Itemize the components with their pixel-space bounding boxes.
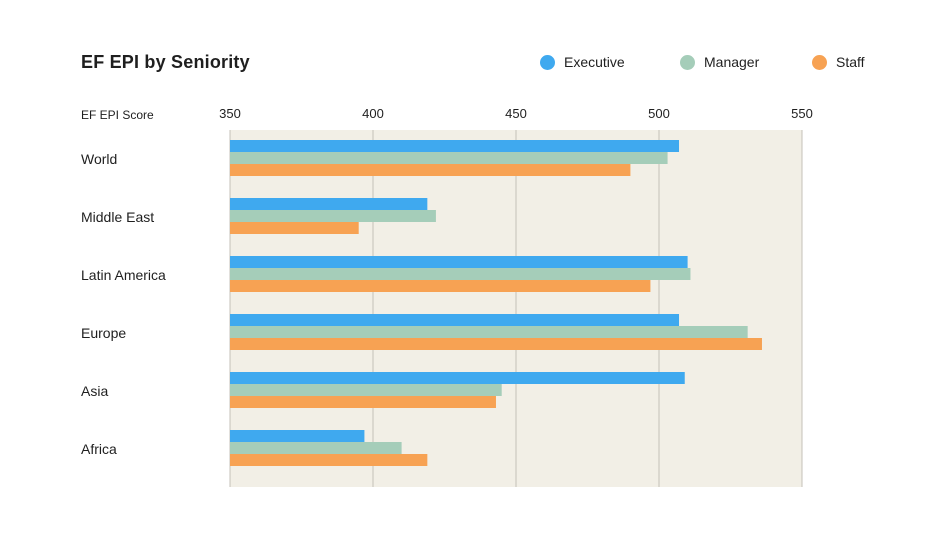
- bar-staff: [230, 338, 762, 350]
- bar-staff: [230, 396, 496, 408]
- category-label: World: [81, 151, 117, 167]
- bar-executive: [230, 256, 688, 268]
- category-label: Europe: [81, 325, 126, 341]
- bar-manager: [230, 326, 748, 338]
- legend-item-staff: Staff: [812, 54, 865, 70]
- legend-swatch: [812, 54, 827, 70]
- x-tick-label: 550: [791, 106, 813, 121]
- x-tick-label: 500: [648, 106, 670, 121]
- bar-staff: [230, 222, 359, 234]
- chart-title: EF EPI by Seniority: [81, 52, 250, 72]
- legend-swatch: [540, 54, 555, 70]
- bar-executive: [230, 372, 685, 384]
- bar-manager: [230, 210, 436, 222]
- bar-executive: [230, 430, 365, 442]
- legend-label: Staff: [836, 54, 865, 70]
- category-label: Africa: [81, 441, 117, 457]
- bar-manager: [230, 268, 691, 280]
- bar-executive: [230, 314, 680, 326]
- legend-swatch: [680, 54, 695, 70]
- bar-staff: [230, 164, 631, 176]
- x-tick-label: 400: [362, 106, 384, 121]
- bar-executive: [230, 198, 428, 210]
- bar-manager: [230, 384, 502, 396]
- bar-executive: [230, 140, 680, 152]
- bar-staff: [230, 454, 428, 466]
- legend-label: Manager: [704, 54, 760, 70]
- x-tick-label: 450: [505, 106, 527, 121]
- x-axis-title: EF EPI Score: [81, 108, 154, 122]
- bar-staff: [230, 280, 651, 292]
- bar-manager: [230, 442, 402, 454]
- category-label: Middle East: [81, 209, 154, 225]
- bar-manager: [230, 152, 668, 164]
- legend-item-executive: Executive: [540, 54, 625, 70]
- legend-item-manager: Manager: [680, 54, 759, 70]
- category-label: Latin America: [81, 267, 166, 283]
- x-tick-label: 350: [219, 106, 241, 121]
- legend-label: Executive: [564, 54, 625, 70]
- category-label: Asia: [81, 383, 108, 399]
